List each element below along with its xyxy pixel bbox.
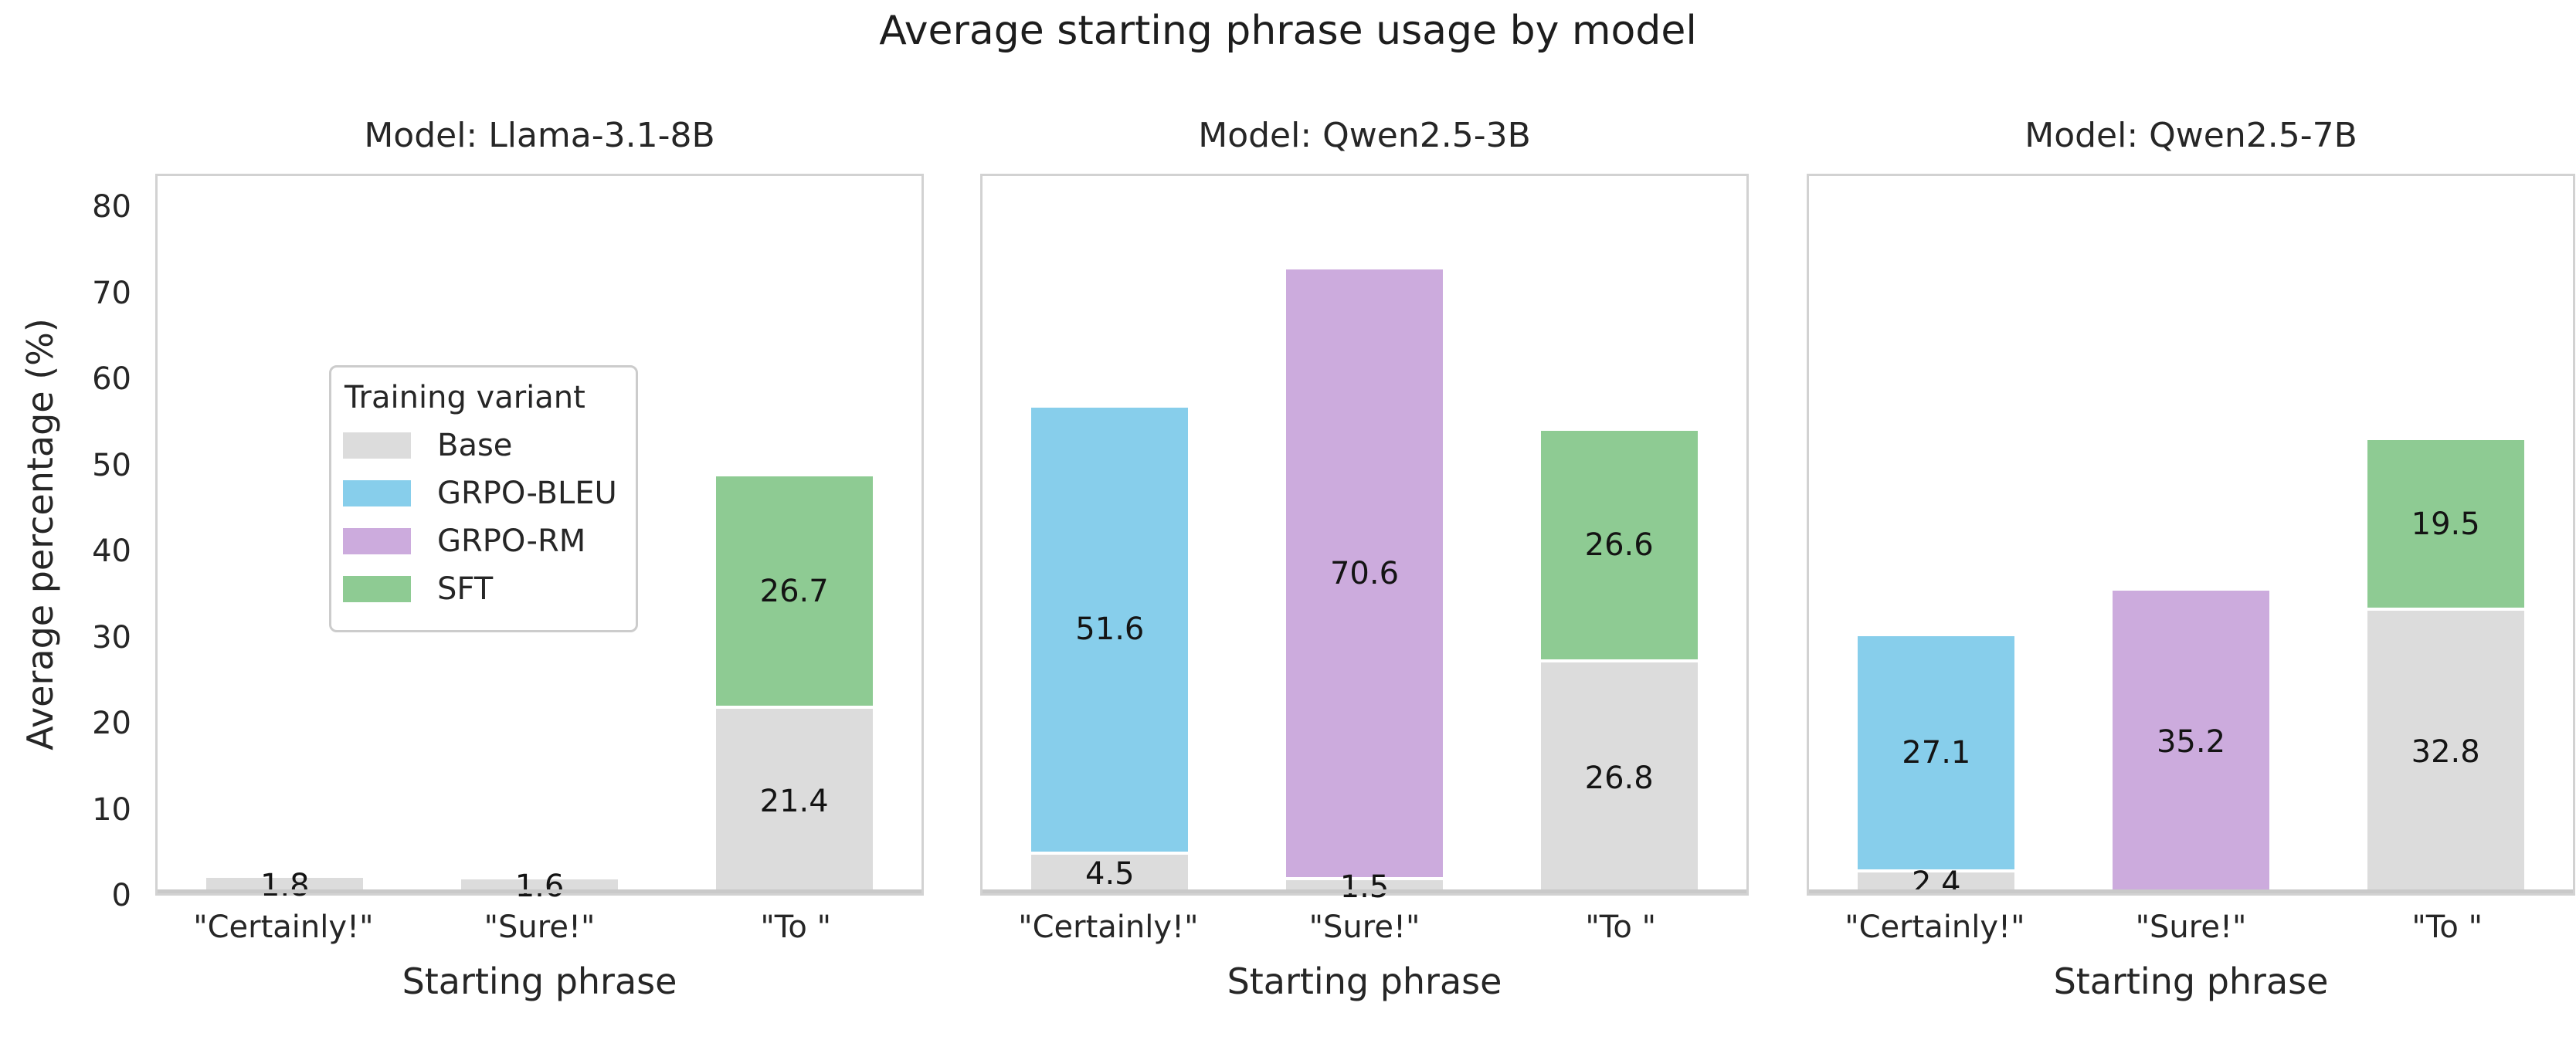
stacked-bar: 4.5 51.6 [1031,407,1189,893]
x-axis-ticks: "Certainly!" "Sure!" "To " [980,910,1749,950]
x-tick-label: "To " [760,910,831,945]
stacked-bar: 21.4 26.7 [715,476,873,893]
bar-value-label: 1.8 [260,867,310,903]
stacked-bar: 2.4 27.1 [1858,636,2015,899]
y-tick-label: 60 [92,361,131,397]
x-tick-label: "Certainly!" [1845,910,2025,945]
bar-value-label: 26.6 [1584,527,1654,563]
category-slot: 2.4 27.1 [1809,176,2064,899]
y-tick-label: 70 [92,275,131,311]
bar-segment-grpo-rm: 70.6 [1286,269,1443,881]
category-slot: 4.5 51.6 [983,176,1237,893]
bar-segment-grpo-rm: 35.2 [2113,590,2269,893]
bar-value-label: 35.2 [2156,723,2226,760]
x-axis-ticks: "Certainly!" "Sure!" "To " [155,910,924,950]
bars-layer: 1.8 1.6 21.4 26.7 [158,176,921,902]
x-tick-label: "Certainly!" [1018,910,1199,945]
plot-area: 1.8 1.6 21.4 26.7 Training variant Base GRP… [155,174,924,902]
bar-value-label: 1.5 [1339,869,1390,905]
bar-value-label: 26.7 [759,573,829,609]
bar-segment-sft: 26.6 [1540,430,1698,663]
bars-layer: 2.4 27.1 35.2 32.8 19.5 [1809,176,2573,899]
bar-segment-grpo-bleu: 27.1 [1858,636,2015,873]
subplot-title: Model: Qwen2.5-3B [1198,116,1531,155]
bar-value-label: 4.5 [1085,855,1135,892]
legend-entry-sft: SFT [343,571,623,607]
figure-title: Average starting phrase usage by model [879,8,1697,54]
bar-value-label: 19.5 [2411,506,2480,542]
plot-area: 2.4 27.1 35.2 32.8 19.5 [1807,174,2575,899]
x-tick-label: "To " [1585,910,1656,945]
bar-value-label: 1.6 [514,869,565,905]
stacked-bar: 35.2 [2113,590,2269,893]
bar-segment-base: 1.8 [206,870,364,901]
bar-value-label: 51.6 [1075,611,1145,648]
bar-segment-base: 26.8 [1540,662,1698,893]
legend-title: Training variant [344,380,585,415]
stacked-bar: 1.5 70.6 [1286,269,1443,903]
stacked-bar: 1.8 [206,870,364,901]
bar-segment-base: 4.5 [1031,854,1189,893]
x-tick-label: "Sure!" [484,910,596,945]
subplot-qwen2-5-7b: Model: Qwen2.5-7B 2.4 27.1 35.2 32.8 19.5 "C… [1807,0,2575,1040]
subplot-title: Model: Llama-3.1-8B [364,116,715,155]
legend-swatch-base [343,432,411,459]
category-slot: 21.4 26.7 [667,176,921,893]
bar-segment-sft: 26.7 [715,476,873,710]
y-tick-label: 20 [92,706,131,741]
subplot-qwen2-5-3b: Model: Qwen2.5-3B 4.5 51.6 1.5 70.6 26.8 26.6… [980,0,1749,1040]
category-slot: 1.8 [158,176,412,901]
legend-swatch-grpo-bleu [343,480,411,506]
legend-swatch-grpo-rm [343,528,411,554]
y-tick-label: 10 [92,791,131,828]
legend-label: SFT [437,571,494,607]
y-tick-label: 50 [92,447,131,483]
x-axis-spine [983,889,1746,893]
stacked-bar: 32.8 19.5 [2367,439,2524,893]
category-slot: 1.5 70.6 [1237,176,1492,903]
bar-value-label: 2.4 [1912,865,1961,901]
legend-swatch-sft [343,576,411,602]
x-axis-ticks: "Certainly!" "Sure!" "To " [1807,910,2575,950]
subplot-title: Model: Qwen2.5-7B [2024,116,2357,155]
y-tick-label: 0 [111,878,131,913]
bar-segment-sft: 19.5 [2367,439,2524,611]
category-slot: 35.2 [2064,176,2319,893]
x-tick-label: "Sure!" [1308,910,1420,945]
x-tick-label: "Sure!" [2135,910,2247,945]
x-tick-label: "To " [2411,910,2483,945]
legend-label: GRPO-RM [437,523,586,559]
legend-entry-grpo-bleu: GRPO-BLEU [343,476,623,511]
y-tick-label: 40 [92,534,131,569]
y-tick-label: 30 [92,619,131,656]
x-axis-label: Starting phrase [1227,960,1502,1002]
plot-area: 4.5 51.6 1.5 70.6 26.8 26.6 [980,174,1749,903]
bars-layer: 4.5 51.6 1.5 70.6 26.8 26.6 [983,176,1746,903]
bar-value-label: 27.1 [1902,735,1971,771]
subplot-llama-3-1-8b: Model: Llama-3.1-8B 1.8 1.6 21.4 26.7 Train… [155,0,924,1040]
bar-value-label: 21.4 [759,783,829,819]
x-tick-label: "Certainly!" [193,910,374,945]
y-tick-label: 80 [92,189,131,225]
legend: Training variant Base GRPO-BLEU GRPO-RM … [329,365,638,632]
bar-segment-base: 21.4 [715,709,873,893]
legend-label: GRPO-BLEU [437,476,617,511]
legend-label: Base [437,428,513,463]
bar-segment-grpo-bleu: 51.6 [1031,407,1189,855]
bar-value-label: 32.8 [2411,734,2480,771]
bar-value-label: 26.8 [1584,760,1654,796]
stacked-bar: 26.8 26.6 [1540,430,1698,893]
x-axis-label: Starting phrase [2053,960,2329,1002]
bar-value-label: 70.6 [1329,555,1400,591]
x-axis-spine [158,889,921,893]
bar-segment-base: 32.8 [2367,611,2524,893]
x-axis-label: Starting phrase [402,960,677,1002]
legend-entry-base: Base [343,428,623,463]
legend-entry-grpo-rm: GRPO-RM [343,523,623,559]
category-slot: 32.8 19.5 [2318,176,2573,893]
x-axis-spine [1809,889,2573,893]
category-slot: 26.8 26.6 [1492,176,1746,893]
